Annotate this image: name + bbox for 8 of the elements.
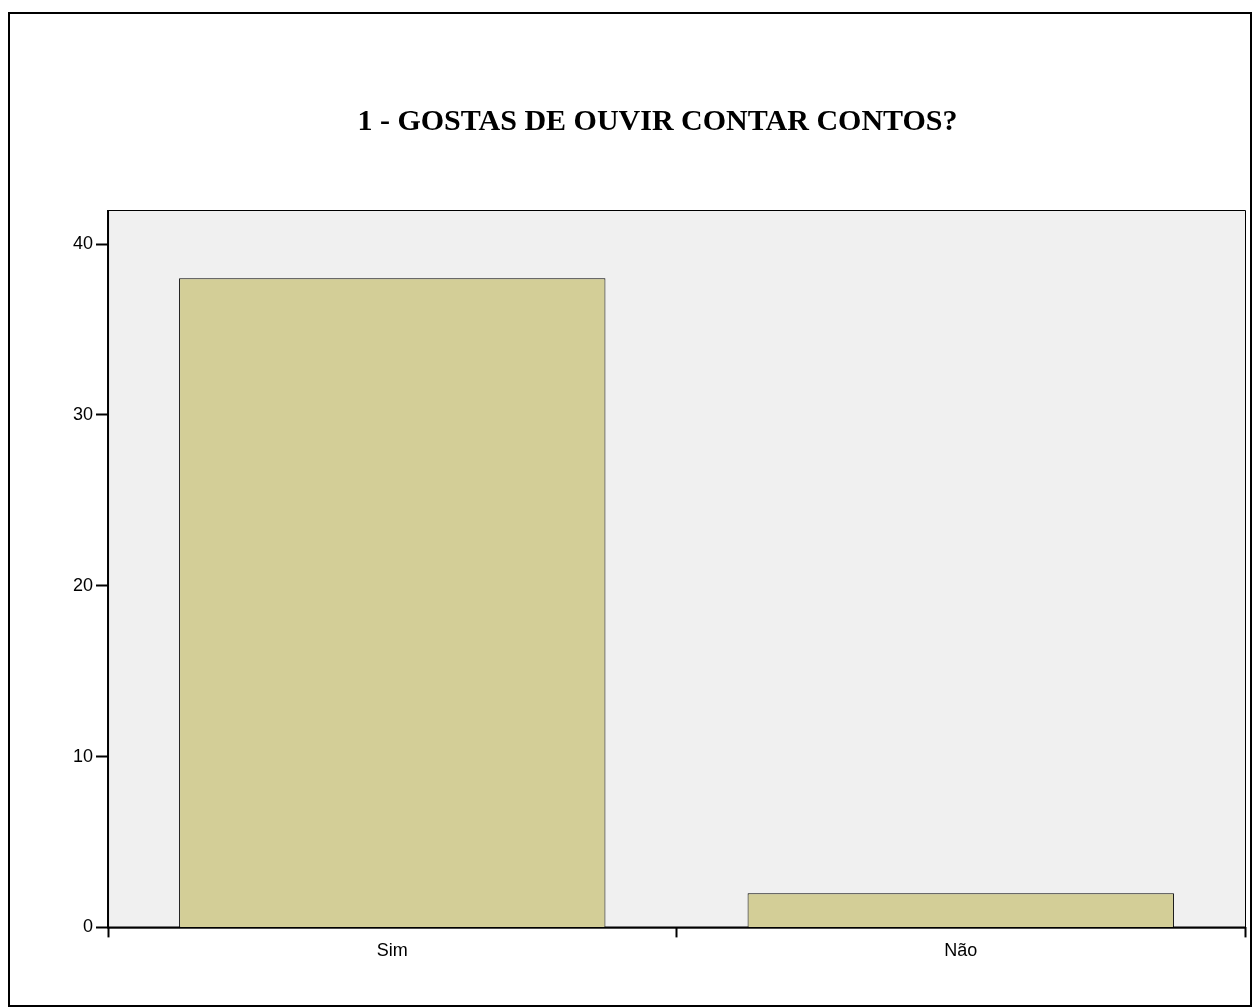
y-tick-label: 30 xyxy=(72,403,94,424)
y-tick-label: 10 xyxy=(72,745,94,766)
x-tick-label: Não xyxy=(944,940,978,961)
x-tick-label: Sim xyxy=(376,940,408,961)
y-tick-label: 20 xyxy=(72,574,94,595)
chart-title: 1 - GOSTAS DE OUVIR CONTAR CONTOS? xyxy=(357,102,958,136)
y-tick-label: 40 xyxy=(72,233,94,254)
y-tick-label: 0 xyxy=(83,916,94,937)
